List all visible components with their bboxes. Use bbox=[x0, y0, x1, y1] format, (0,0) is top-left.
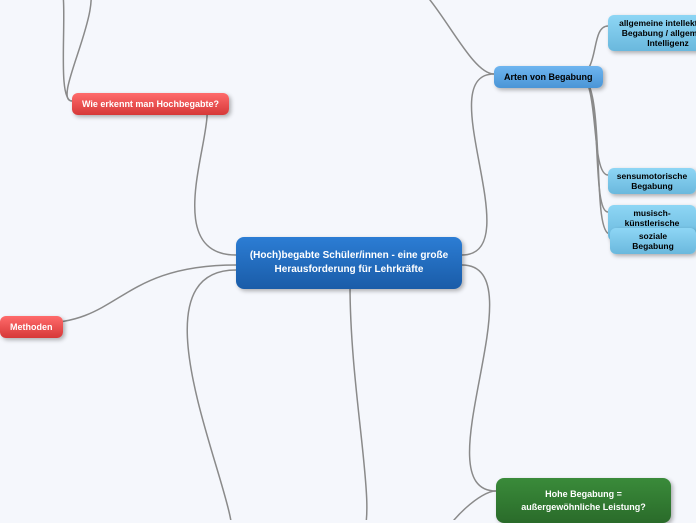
node-label: sensumotorische Begabung bbox=[617, 171, 687, 191]
node-label: Methoden bbox=[10, 322, 53, 332]
node-hohe-begabung[interactable]: Hohe Begabung = außergewöhnliche Leistun… bbox=[496, 478, 671, 523]
node-label: soziale Begabung bbox=[632, 231, 674, 251]
node-label: Arten von Begabung bbox=[504, 72, 593, 82]
node-wie-erkennt[interactable]: Wie erkennt man Hochbegabte? bbox=[72, 93, 229, 115]
central-node[interactable]: (Hoch)begabte Schüler/innen - eine große… bbox=[236, 237, 462, 289]
node-methoden[interactable]: Methoden bbox=[0, 316, 63, 338]
node-label: allgemeine intellektuelle Begabung / all… bbox=[619, 18, 696, 48]
node-sensumotorische[interactable]: sensumotorische Begabung bbox=[608, 168, 696, 194]
node-label: Wie erkennt man Hochbegabte? bbox=[82, 99, 219, 109]
node-allgemeine[interactable]: allgemeine intellektuelle Begabung / all… bbox=[608, 15, 696, 51]
node-arten[interactable]: Arten von Begabung bbox=[494, 66, 603, 88]
node-label: Hohe Begabung = außergewöhnliche Leistun… bbox=[521, 489, 646, 512]
central-node-label: (Hoch)begabte Schüler/innen - eine große… bbox=[250, 250, 448, 275]
node-soziale[interactable]: soziale Begabung bbox=[610, 228, 696, 254]
